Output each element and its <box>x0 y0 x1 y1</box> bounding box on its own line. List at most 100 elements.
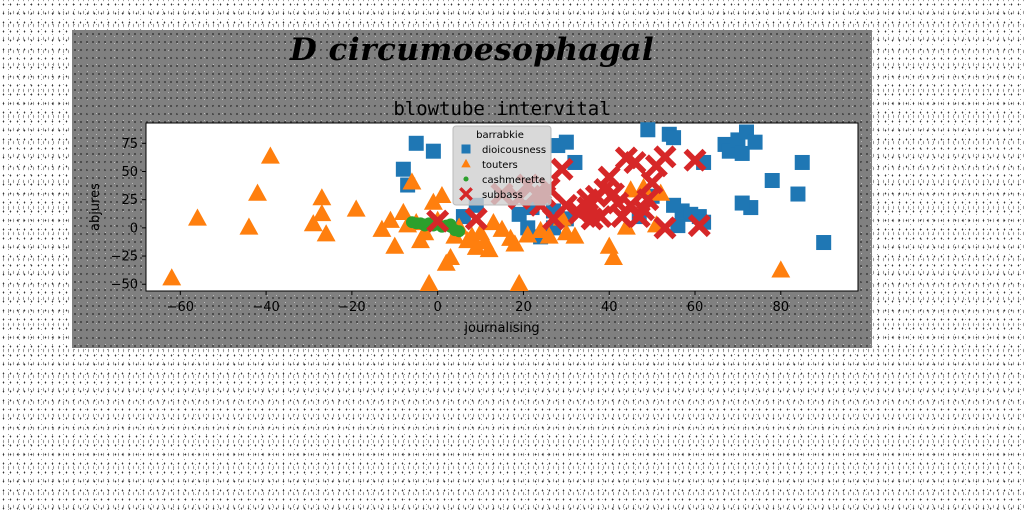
y-tick-label: 0 <box>130 221 138 236</box>
data-point <box>567 154 583 170</box>
data-points <box>162 122 832 291</box>
legend-label: touters <box>482 160 518 171</box>
data-point <box>518 225 538 243</box>
data-point <box>636 188 660 212</box>
data-point <box>565 226 585 244</box>
data-point <box>402 172 422 190</box>
legend-entries: dioicousness touters cashmerette subbass <box>459 144 546 201</box>
data-point <box>381 210 400 228</box>
y-axis-label: abjures <box>88 183 103 231</box>
data-point <box>312 203 332 222</box>
data-point <box>415 223 435 241</box>
legend-marker <box>459 187 473 201</box>
figure-suptitle: D circumoesophagal <box>289 32 655 68</box>
data-point <box>188 208 207 226</box>
data-point <box>640 171 664 195</box>
data-point <box>794 154 810 170</box>
data-point <box>666 197 682 213</box>
x-axis-ticks: −60 −40 −20 0 20 40 60 80 <box>167 291 789 315</box>
data-point <box>426 209 450 233</box>
data-point <box>623 150 647 174</box>
legend-entry-subbass: subbass <box>459 187 523 201</box>
data-point <box>260 146 280 164</box>
data-point <box>734 195 750 211</box>
data-point <box>653 145 677 169</box>
data-point <box>239 217 259 235</box>
data-point <box>466 237 486 255</box>
data-point <box>576 196 600 220</box>
data-point <box>687 214 711 238</box>
data-point <box>597 165 621 189</box>
figure-canvas: D circumoesophagal blowtube intervital −… <box>72 30 872 348</box>
data-point <box>632 198 656 222</box>
data-point <box>316 224 336 242</box>
data-point <box>509 273 529 291</box>
data-point <box>539 226 559 244</box>
data-point <box>441 247 460 266</box>
data-point <box>479 240 499 258</box>
legend-label: cashmerette <box>482 175 545 186</box>
data-point <box>395 161 411 177</box>
data-point <box>453 225 466 238</box>
y-tick-label: −25 <box>111 250 138 265</box>
data-point <box>385 236 405 254</box>
data-point <box>505 234 525 252</box>
legend-box <box>452 125 552 206</box>
legend-entry-dioicousness: dioicousness <box>461 144 546 156</box>
y-tick-label: 75 <box>121 137 138 152</box>
y-tick-label: −50 <box>111 278 138 293</box>
data-point <box>419 273 439 291</box>
data-point <box>790 186 806 202</box>
data-point <box>554 193 578 217</box>
legend-marker <box>463 176 469 182</box>
data-point <box>372 219 392 237</box>
data-point <box>492 219 512 237</box>
data-point <box>511 206 527 222</box>
y-tick-label: 25 <box>121 193 138 208</box>
data-point <box>816 235 832 251</box>
x-tick-label: 80 <box>773 300 790 315</box>
data-point <box>423 192 443 210</box>
data-point <box>604 247 623 266</box>
y-tick-label: 50 <box>121 165 138 180</box>
data-point <box>683 148 707 172</box>
data-point <box>764 173 780 189</box>
legend: barrabkie dioicousness touters cashmerette… <box>452 125 552 206</box>
data-point <box>248 183 267 201</box>
series-touters <box>162 146 791 291</box>
y-axis-ticks: −50 −25 0 25 50 75 <box>111 137 146 293</box>
scatter-chart: blowtube intervital −60 −40 −20 0 20 40 60 80 −… <box>88 98 859 336</box>
data-point <box>550 157 574 181</box>
data-point <box>393 202 413 220</box>
data-point <box>432 185 452 204</box>
data-point <box>771 260 791 278</box>
data-point <box>408 135 424 151</box>
x-tick-label: 60 <box>687 300 704 315</box>
data-point <box>640 122 656 138</box>
data-point <box>162 268 182 286</box>
data-point <box>616 217 636 235</box>
data-point <box>666 130 682 146</box>
x-tick-label: −40 <box>252 300 279 315</box>
data-point <box>483 212 503 231</box>
x-tick-label: −20 <box>338 300 365 315</box>
data-point <box>464 207 488 231</box>
data-point <box>312 188 332 206</box>
legend-label: subbass <box>482 190 523 201</box>
data-point <box>653 216 677 240</box>
chart-title: blowtube intervital <box>393 98 610 120</box>
data-point <box>734 145 750 161</box>
x-tick-label: 20 <box>515 300 532 315</box>
data-point <box>303 214 323 232</box>
legend-entry-cashmerette: cashmerette <box>463 175 545 186</box>
legend-marker <box>461 158 471 168</box>
data-point <box>747 134 763 150</box>
x-tick-label: −60 <box>167 300 194 315</box>
x-tick-label: 0 <box>434 300 442 315</box>
data-point <box>721 143 737 159</box>
x-tick-label: 40 <box>601 300 618 315</box>
x-axis-label: journalising <box>463 321 539 336</box>
legend-title: barrabkie <box>476 130 524 141</box>
data-point <box>346 199 366 217</box>
data-point <box>558 134 574 150</box>
